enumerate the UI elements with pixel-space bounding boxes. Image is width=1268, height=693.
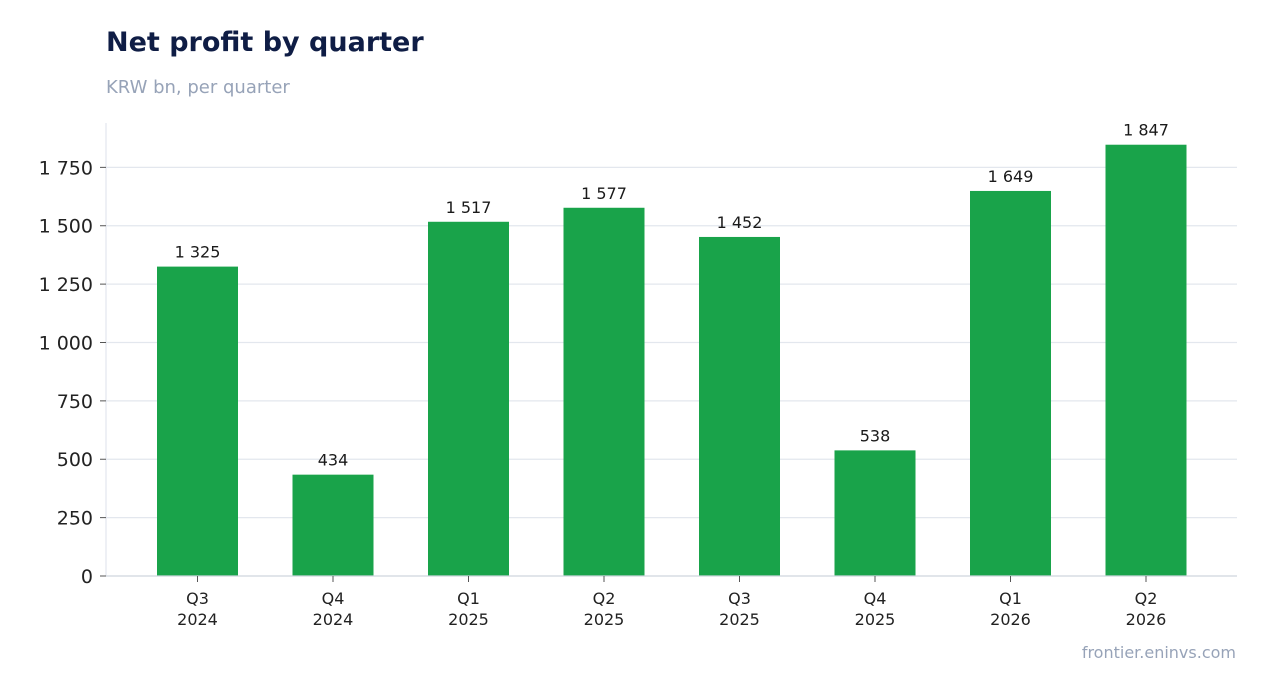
y-tick-label: 0	[81, 566, 93, 588]
x-tick-label-year: 2025	[719, 610, 760, 629]
bar	[699, 236, 780, 577]
y-axis-ticks: 0 250 500 750 1 000 1 250 1 500 1 750	[39, 157, 106, 588]
x-tick-label-year: 2024	[313, 610, 354, 629]
bar	[563, 207, 645, 576]
bars	[157, 144, 1187, 577]
y-tick-label: 1 500	[39, 216, 93, 238]
x-tick-label-quarter: Q4	[322, 589, 345, 608]
x-tick-label-quarter: Q4	[864, 589, 887, 608]
bar	[970, 190, 1051, 576]
y-tick-label: 500	[57, 449, 93, 471]
x-tick-label-year: 2026	[1126, 610, 1167, 629]
data-label: 1 452	[717, 213, 763, 232]
x-tick-label-quarter: Q2	[1135, 589, 1158, 608]
data-label: 1 649	[988, 167, 1034, 186]
y-tick-label: 1 750	[39, 157, 93, 179]
source-credit: frontier.eninvs.com	[1081, 643, 1236, 662]
axes	[105, 123, 1237, 577]
x-tick-label-year: 2025	[855, 610, 896, 629]
bar	[428, 221, 509, 576]
x-tick-label-year: 2026	[990, 610, 1031, 629]
bar	[1105, 144, 1187, 576]
bar	[292, 474, 374, 576]
x-axis-ticks: Q3 2024 Q4 2024 Q1 2025 Q2 2025 Q3 2025 Q4 2025 Q1 20…	[177, 576, 1166, 629]
chart-subtitle: KRW bn, per quarter	[106, 77, 290, 98]
data-label: 1 847	[1123, 121, 1169, 140]
data-label: 434	[318, 451, 349, 470]
y-tick-label: 1 000	[39, 332, 93, 354]
data-label: 1 577	[581, 184, 627, 203]
data-labels: 1 325 434 1 517 1 577 1 452 538 1 649 1 847	[175, 121, 1169, 470]
data-label: 1 325	[175, 243, 221, 262]
bar	[834, 450, 916, 576]
y-tick-label: 1 250	[39, 274, 93, 296]
data-label: 538	[860, 426, 891, 445]
bar	[157, 266, 238, 576]
chart-title: Net profit by quarter	[106, 27, 424, 58]
gridlines	[106, 166, 1237, 519]
x-tick-label-year: 2025	[448, 610, 489, 629]
x-tick-label-quarter: Q1	[999, 589, 1022, 608]
x-tick-label-quarter: Q1	[457, 589, 480, 608]
x-tick-label-quarter: Q3	[728, 589, 751, 608]
y-tick-label: 250	[57, 508, 93, 530]
x-tick-label-year: 2025	[584, 610, 625, 629]
x-tick-label-year: 2024	[177, 610, 218, 629]
x-tick-label-quarter: Q2	[593, 589, 616, 608]
data-label: 1 517	[446, 198, 492, 217]
y-tick-label: 750	[57, 391, 93, 413]
x-tick-label-quarter: Q3	[186, 589, 209, 608]
